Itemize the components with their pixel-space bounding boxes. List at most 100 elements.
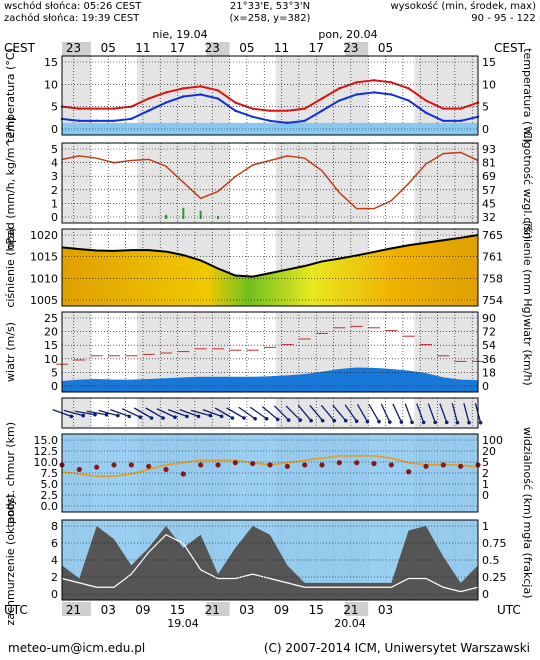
coordinates-text: 21°33'E, 53°3'N <box>230 1 310 12</box>
y-tick-label-right: 758 <box>482 272 503 285</box>
dew-point <box>147 109 150 112</box>
night-band-top <box>345 42 369 56</box>
y-tick-label-left: 1020 <box>30 229 58 242</box>
cloud-base-point <box>94 464 100 470</box>
cloud-base-point <box>440 462 446 468</box>
y-tick-label-right: 761 <box>482 251 503 264</box>
y-tick-label-left: 12.5 <box>34 445 59 458</box>
y-tick-label-right: 0 <box>482 489 489 502</box>
y-tick-label-left: 25 <box>44 312 58 325</box>
y-tick-label-right: 765 <box>482 229 503 242</box>
wind-direction-arrow <box>110 408 130 418</box>
temperature-point <box>112 107 116 110</box>
wind-direction-arrow <box>451 403 459 423</box>
wind-direction-arrow <box>392 403 402 423</box>
wind-direction-arrow <box>145 407 164 419</box>
temperature-point <box>268 109 272 112</box>
temperature-point <box>407 87 410 90</box>
cloud-base-point <box>267 462 273 468</box>
wind-direction-arrow-head <box>365 419 370 424</box>
y-tick-label-right: 0.25 <box>482 571 507 584</box>
y-tick-label-right: 15 <box>482 56 496 69</box>
cloud-base-point <box>354 460 360 466</box>
wind-direction-arrow <box>463 403 470 423</box>
cloud-base-point <box>163 466 169 473</box>
wind-direction-arrow-head <box>69 414 74 419</box>
wind-direction-arrow <box>297 404 312 422</box>
wind-direction-arrow-head <box>444 420 449 425</box>
wind-direction-arrow <box>416 403 425 423</box>
wind-direction-arrow-head <box>208 413 213 418</box>
y-tick-label-left: 0 <box>51 380 58 393</box>
fog-fraction-line <box>61 534 479 593</box>
y-tick-label-left: 1015 <box>30 251 58 264</box>
bottom-time-axis: UTC UTC 19.04 20.04 21 03 09 15 21 03 09 15 21 03 <box>4 602 521 630</box>
wind-direction-arrow-head <box>185 414 189 419</box>
y-tick-label-right: 0 <box>482 588 489 601</box>
wind-direction-arrow <box>249 406 268 420</box>
night-shading <box>275 398 369 428</box>
cloud-base-point <box>406 469 412 475</box>
y-tick-label-right: 69 <box>482 170 496 183</box>
y-axis-label-right: mgła (frakcja) <box>521 522 534 599</box>
y-tick-label-left: 4 <box>51 554 58 567</box>
y-tick-label-left: 0 <box>51 211 58 224</box>
panel-frame <box>61 397 479 429</box>
temperature-point <box>390 81 393 84</box>
dew-point <box>459 119 462 123</box>
wind-direction-arrow-head <box>421 420 426 425</box>
temperature-point <box>303 107 306 110</box>
y-tick-label-left: 15.0 <box>34 434 59 447</box>
y-tick-label-left: 2 <box>51 184 58 197</box>
wind-direction-arrow-head <box>242 416 246 420</box>
wind-direction-arrow-head <box>377 419 381 424</box>
top-hour-tick: 23 <box>205 41 220 55</box>
dew-point <box>199 93 202 96</box>
cloud-cover-area <box>62 526 478 600</box>
wind-direction-arrow <box>179 408 199 418</box>
top-tz-right: CEST <box>494 41 526 55</box>
cloud-base-point <box>180 471 186 477</box>
wind-direction-arrow-head <box>230 416 235 420</box>
wind-direction-arrow-head <box>127 414 131 419</box>
night-band-top <box>206 42 230 56</box>
y-tick-label-right: 18 <box>482 366 496 379</box>
bottom-hour-tick: 03 <box>101 603 116 617</box>
dew-point <box>251 115 254 118</box>
temperature-point <box>251 107 254 110</box>
wind-direction-arrow-head <box>264 416 269 421</box>
wind-direction-arrow <box>356 404 369 422</box>
temperature-point <box>199 85 202 88</box>
y-tick-label-left: 7.5 <box>41 467 59 480</box>
y-tick-label-right: 10 <box>482 78 496 91</box>
night-shading <box>275 143 369 223</box>
cloud-base-point <box>128 462 134 468</box>
panel-frame <box>61 311 479 393</box>
top-time-axis: CEST CEST nie, 19.04 pon, 20.04 23 05 11 17… <box>4 28 526 56</box>
panel-precipitation-humidity: 5 93 4 81 3 69 2 57 1 45 0 32 opad (mm/h, kg/m^2/h) w… <box>4 116 534 249</box>
y-tick-label-right: 0.5 <box>482 554 500 567</box>
dew-point <box>390 93 393 96</box>
bottom-hour-tick: 15 <box>309 603 324 617</box>
wind-direction-arrow <box>190 409 211 417</box>
wind-direction-arrow <box>320 404 335 422</box>
cloud-base-point <box>302 462 308 468</box>
dew-point <box>320 109 324 112</box>
temperature-point <box>234 101 237 104</box>
precipitation-bar <box>182 207 185 219</box>
y-tick-label-right: 90 <box>482 312 496 325</box>
night-band-bottom <box>62 602 91 616</box>
y-tick-label-left: 10 <box>44 78 58 91</box>
y-tick-label-right: 45 <box>482 197 496 210</box>
cloud-base-point <box>215 462 221 468</box>
temperature-point <box>164 91 168 94</box>
top-hour-tick: 05 <box>378 41 393 55</box>
bottom-day-label: 20.04 <box>334 617 366 630</box>
wind-direction-arrow-head <box>478 420 483 425</box>
night-shading <box>137 398 230 428</box>
y-tick-label-left: 5 <box>51 366 58 379</box>
wind-direction-arrow-head <box>286 418 291 422</box>
contact-email[interactable]: meteo-um@icm.edu.pl <box>8 641 145 655</box>
wind-direction-arrow-head <box>410 420 414 425</box>
cloud-base-point <box>388 462 394 468</box>
